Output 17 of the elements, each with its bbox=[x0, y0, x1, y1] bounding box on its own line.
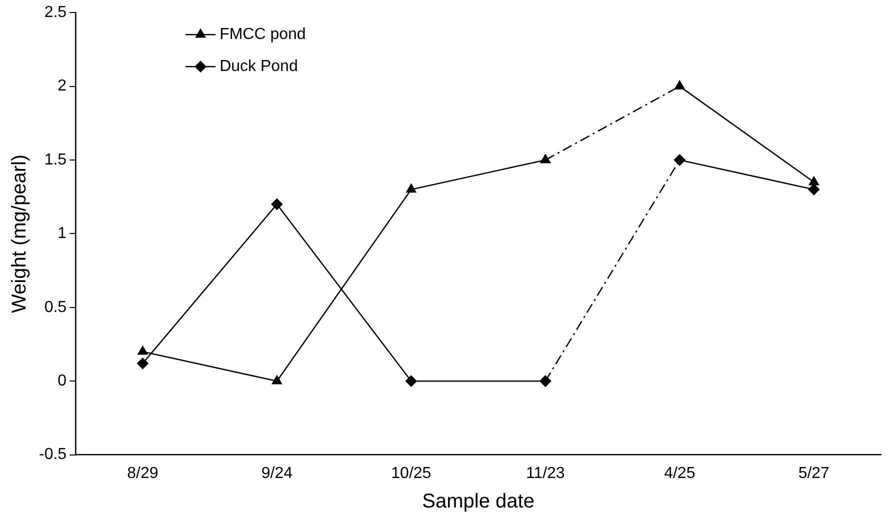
y-tick-label: 2.5 bbox=[44, 4, 67, 22]
legend-label: Duck Pond bbox=[220, 58, 298, 76]
y-tick-label: 0.5 bbox=[44, 298, 67, 316]
legend-label: FMCC pond bbox=[220, 26, 306, 44]
x-tick-label: 11/23 bbox=[526, 464, 565, 482]
x-tick-label: 4/25 bbox=[664, 464, 696, 482]
y-axis-title: Weight (mg/pearl) bbox=[8, 154, 31, 313]
y-tick-label: 0 bbox=[58, 372, 67, 390]
x-tick-label: 10/25 bbox=[391, 464, 432, 482]
y-tick-label: 2 bbox=[58, 78, 67, 95]
y-tick-label: 1 bbox=[58, 225, 67, 242]
x-tick-label: 8/29 bbox=[127, 464, 158, 482]
x-axis-title: Sample date bbox=[422, 490, 534, 513]
x-tick-label: 9/24 bbox=[261, 464, 293, 482]
y-tick-label: 1.5 bbox=[44, 151, 67, 168]
x-tick-label: 5/27 bbox=[798, 464, 830, 482]
y-tick-label: -0.5 bbox=[38, 446, 67, 464]
